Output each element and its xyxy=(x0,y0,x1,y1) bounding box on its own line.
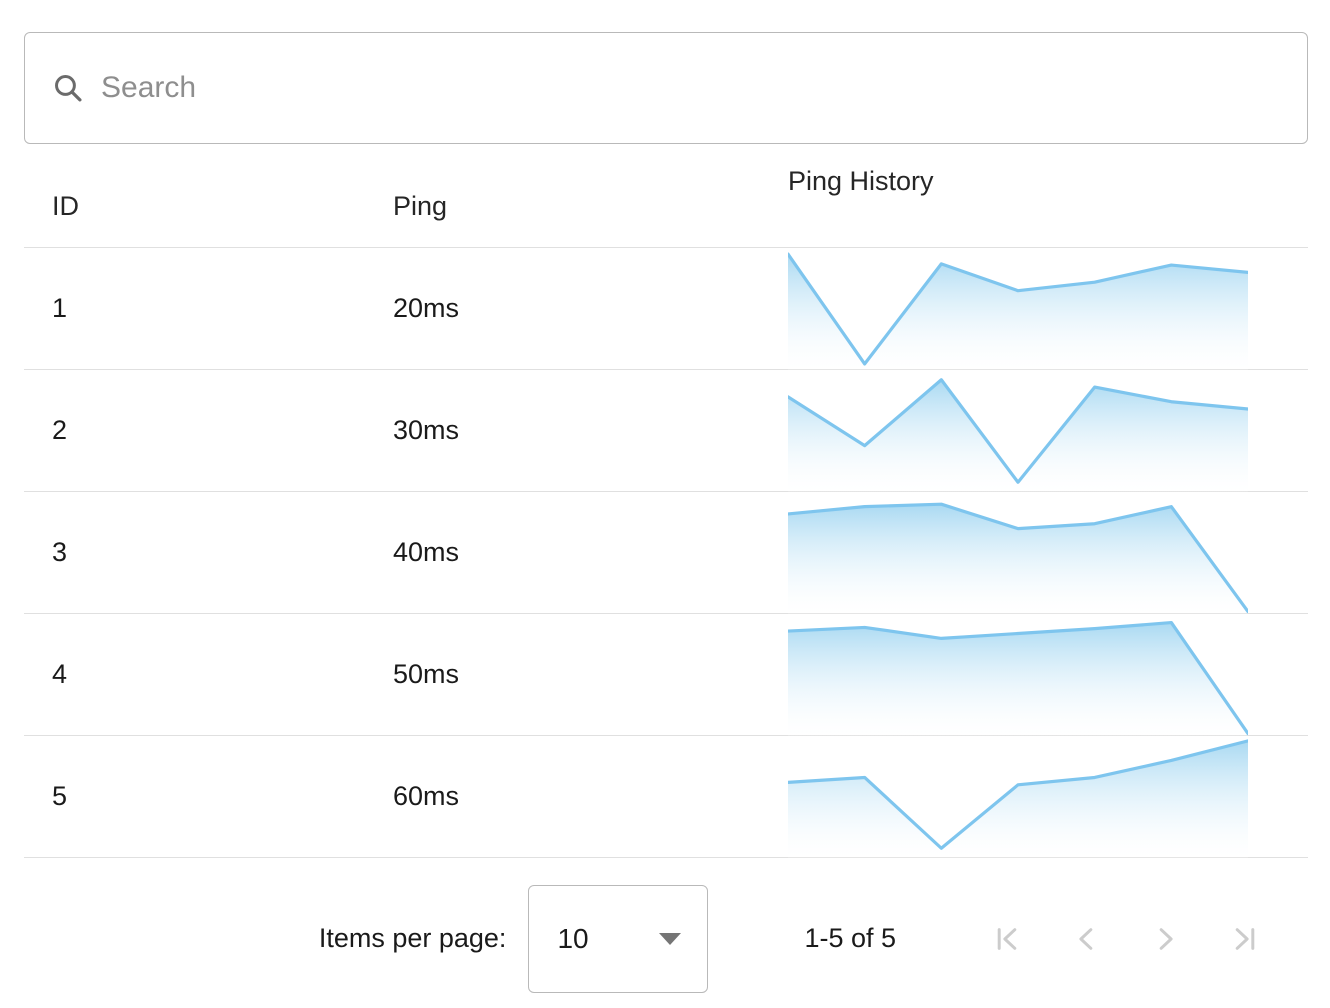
cell-id: 1 xyxy=(52,293,68,323)
sparkline-chart xyxy=(788,736,1248,858)
sparkline-line xyxy=(788,380,1248,482)
chevron-down-icon xyxy=(659,932,682,945)
sparkline-line xyxy=(788,504,1248,611)
column-header-id[interactable]: ID xyxy=(52,191,79,221)
cell-ping-history xyxy=(788,614,1308,736)
cell-id: 4 xyxy=(52,659,68,689)
first-page-button[interactable] xyxy=(966,899,1046,979)
table-row[interactable]: 1 20ms xyxy=(24,248,1308,370)
last-page-button[interactable] xyxy=(1206,899,1286,979)
cell-id: 5 xyxy=(52,781,68,811)
sparkline-area xyxy=(788,379,1248,492)
previous-page-icon xyxy=(1079,927,1093,950)
cell-id: 3 xyxy=(52,537,68,567)
table-row[interactable]: 5 60ms xyxy=(24,736,1308,858)
first-page-icon xyxy=(997,927,1017,950)
items-per-page-label: Items per page: xyxy=(318,923,507,953)
sparkline-line xyxy=(788,254,1248,364)
cell-ping: 20ms xyxy=(393,293,460,323)
search-icon xyxy=(55,75,82,102)
search-input[interactable] xyxy=(101,66,1281,110)
table-row[interactable]: 4 50ms xyxy=(24,614,1308,736)
sparkline-area xyxy=(788,254,1248,370)
items-per-page-select[interactable]: 10 xyxy=(528,884,709,993)
next-page-icon xyxy=(1159,927,1173,950)
cell-ping-history xyxy=(788,370,1308,492)
sparkline-area xyxy=(788,504,1248,614)
search-field[interactable] xyxy=(24,32,1308,144)
table-row[interactable]: 2 30ms xyxy=(24,370,1308,492)
column-header-ping-history[interactable]: Ping History xyxy=(788,166,934,196)
sparkline-line xyxy=(788,623,1248,734)
previous-page-button[interactable] xyxy=(1046,899,1126,979)
table-header-row: ID Ping Ping History xyxy=(24,166,1308,248)
sparkline-line xyxy=(788,741,1248,848)
cell-ping-history xyxy=(788,492,1308,614)
ping-table: ID Ping Ping History 1 20ms 2 30ms 3 40ms 4 50m… xyxy=(24,166,1308,858)
table-body: 1 20ms 2 30ms 3 40ms 4 50ms 5 60ms xyxy=(24,248,1308,858)
last-page-icon xyxy=(1235,927,1255,950)
sparkline-chart xyxy=(788,614,1248,736)
sparkline-chart xyxy=(788,248,1248,370)
sparkline-chart xyxy=(788,370,1248,492)
column-header-ping[interactable]: Ping xyxy=(393,191,448,221)
pagination-range-label: 1-5 of 5 xyxy=(804,923,896,953)
sparkline-area xyxy=(788,622,1248,736)
cell-id: 2 xyxy=(52,415,68,445)
cell-ping-history xyxy=(788,248,1308,370)
next-page-button[interactable] xyxy=(1126,899,1206,979)
sparkline-chart xyxy=(788,492,1248,614)
cell-ping: 60ms xyxy=(393,781,460,811)
cell-ping: 30ms xyxy=(393,415,460,445)
table-row[interactable]: 3 40ms xyxy=(24,492,1308,614)
items-per-page-value: 10 xyxy=(557,922,589,954)
cell-ping-history xyxy=(788,736,1308,858)
cell-ping: 40ms xyxy=(393,537,460,567)
paginator: Items per page: 10 1-5 of 5 xyxy=(24,869,1308,1008)
cell-ping: 50ms xyxy=(393,659,460,689)
